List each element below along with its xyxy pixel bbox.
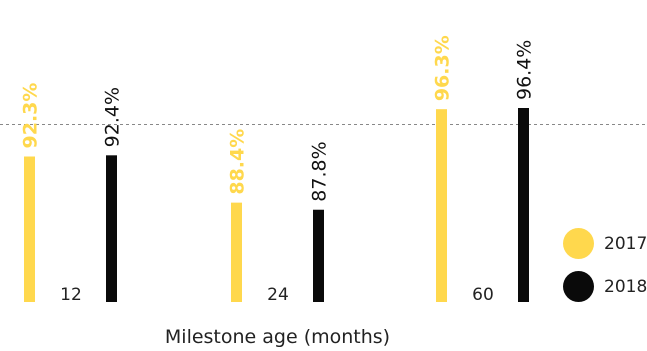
legend-item-2018: 2018 bbox=[563, 271, 647, 302]
legend-label-2018: 2018 bbox=[604, 276, 647, 297]
legend: 2017 2018 bbox=[563, 228, 647, 314]
bar-2017-12 bbox=[24, 156, 35, 302]
bar-2018-60 bbox=[518, 108, 529, 302]
legend-label-2017: 2017 bbox=[604, 233, 647, 254]
legend-swatch-2017 bbox=[563, 228, 594, 259]
data-label-2017-12: 92.3% bbox=[20, 83, 42, 149]
bar-2017-60 bbox=[436, 109, 447, 303]
data-label-2017-60: 96.3% bbox=[432, 35, 454, 101]
bar-2018-24 bbox=[313, 209, 324, 302]
tick-label-60: 60 bbox=[472, 285, 494, 305]
x-axis-label: Milestone age (months) bbox=[164, 326, 391, 348]
data-label-2018-60: 96.4% bbox=[514, 40, 536, 100]
data-label-2018-24: 87.8% bbox=[309, 141, 331, 201]
bar-2017-24 bbox=[231, 202, 242, 302]
legend-item-2017: 2017 bbox=[563, 228, 647, 259]
data-label-2018-12: 92.4% bbox=[102, 87, 124, 147]
legend-swatch-2018 bbox=[563, 271, 594, 302]
bar-2018-12 bbox=[106, 155, 117, 302]
tick-label-24: 24 bbox=[267, 285, 289, 305]
tick-label-12: 12 bbox=[60, 285, 82, 305]
data-label-2017-24: 88.4% bbox=[227, 129, 249, 195]
